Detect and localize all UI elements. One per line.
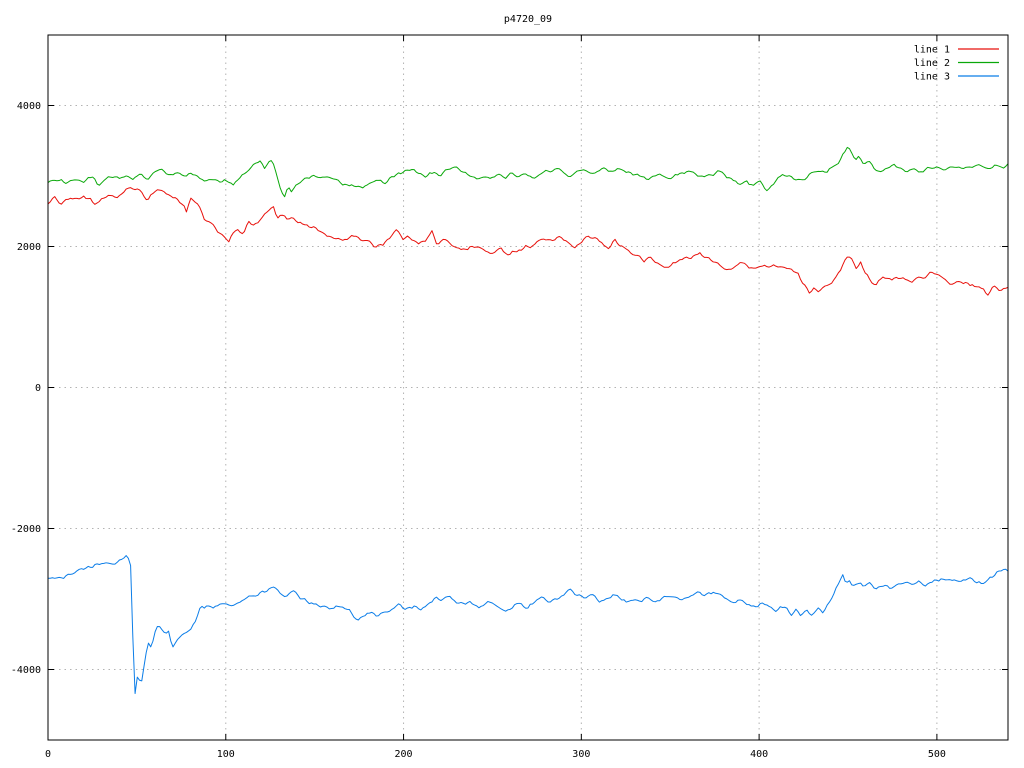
x-tick-label: 500 [928, 749, 946, 760]
x-tick-label: 0 [45, 749, 51, 760]
legend: line 1 line 2 line 3 [914, 45, 999, 83]
y-tick-label: -2000 [11, 524, 41, 535]
series-layer [48, 146, 1008, 694]
axis-layer: 0 100 200 300 400 500 -4000 -2000 0 2000 4000 [11, 35, 1008, 760]
x-tick-label: 200 [395, 749, 413, 760]
y-tick-label: -4000 [11, 665, 41, 676]
plot-border [47, 34, 1009, 741]
y-tick-label: 2000 [17, 242, 41, 253]
grid-layer [48, 35, 1008, 740]
series-line-3 [48, 555, 1008, 694]
chart-title: p4720_09 [504, 14, 552, 25]
legend-label: line 2 [914, 58, 950, 69]
x-tick-label: 100 [217, 749, 235, 760]
y-tick-label: 0 [35, 383, 41, 394]
x-tick-label: 300 [572, 749, 590, 760]
y-tick-label: 4000 [17, 101, 41, 112]
x-tick-label: 400 [750, 749, 768, 760]
legend-label: line 1 [914, 45, 950, 56]
series-line-1 [48, 187, 1008, 296]
series-line-2 [48, 146, 1008, 198]
legend-label: line 3 [914, 72, 950, 83]
